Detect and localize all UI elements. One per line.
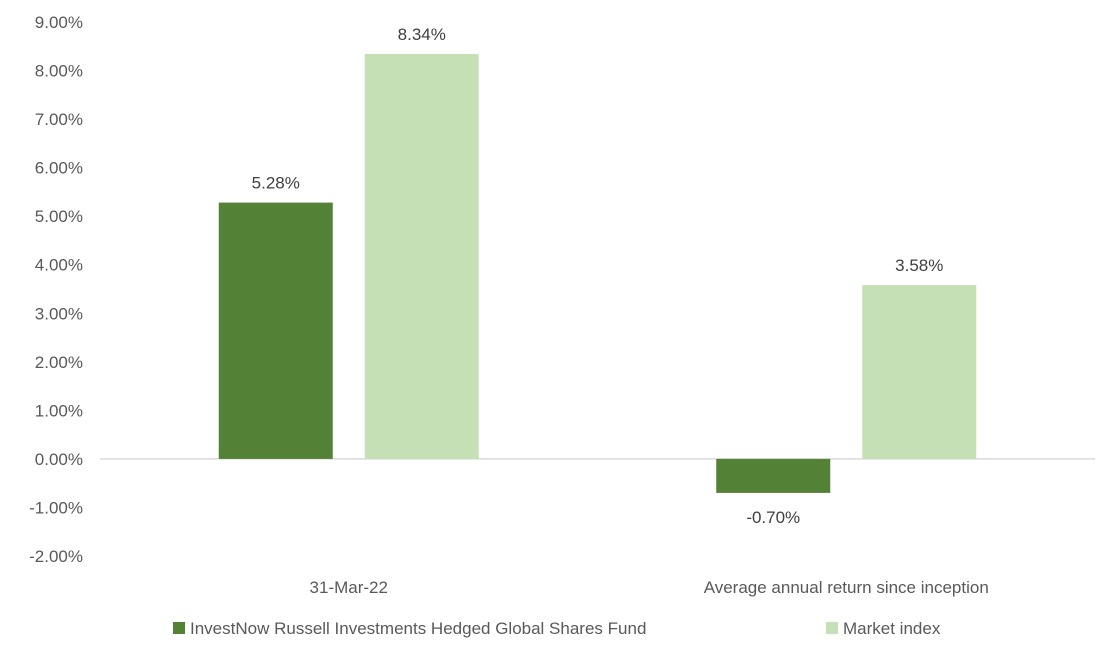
y-tick-label: -2.00% <box>29 547 83 566</box>
y-tick-label: 8.00% <box>35 62 83 81</box>
data-label: 5.28% <box>252 174 300 193</box>
category-label: Average annual return since inception <box>704 578 989 597</box>
y-tick-label: 6.00% <box>35 159 83 178</box>
legend-label: Market index <box>843 619 941 638</box>
legend-label: InvestNow Russell Investments Hedged Glo… <box>190 619 646 638</box>
y-axis-ticks: 9.00% 8.00% 7.00% 6.00% 5.00% 4.00% 3.00% 2.00%… <box>29 13 83 566</box>
data-label: 8.34% <box>398 25 446 44</box>
bar-series-0-cat-1 <box>716 458 831 493</box>
y-tick-label: 2.00% <box>35 353 83 372</box>
data-label: 3.58% <box>895 256 943 275</box>
bar-series-0-cat-0 <box>218 202 333 459</box>
category-labels-group: 31-Mar-22 Average annual return since inc… <box>310 578 989 597</box>
legend: InvestNow Russell Investments Hedged Glo… <box>173 619 941 638</box>
y-tick-label: 0.00% <box>35 450 83 469</box>
data-label: -0.70% <box>746 508 800 527</box>
y-tick-label: 4.00% <box>35 256 83 275</box>
y-tick-label: -1.00% <box>29 498 83 517</box>
y-tick-label: 9.00% <box>35 13 83 32</box>
bar-series-1-cat-0 <box>364 54 479 459</box>
y-tick-label: 3.00% <box>35 304 83 323</box>
category-label: 31-Mar-22 <box>310 578 388 597</box>
legend-swatch <box>826 622 838 634</box>
y-tick-label: 5.00% <box>35 207 83 226</box>
legend-swatch <box>173 622 185 634</box>
bar-series-1-cat-1 <box>862 285 977 459</box>
data-labels-group: 5.28% 8.34% -0.70% 3.58% <box>252 25 944 527</box>
y-tick-label: 7.00% <box>35 110 83 129</box>
y-tick-label: 1.00% <box>35 401 83 420</box>
bars-group <box>218 54 977 493</box>
